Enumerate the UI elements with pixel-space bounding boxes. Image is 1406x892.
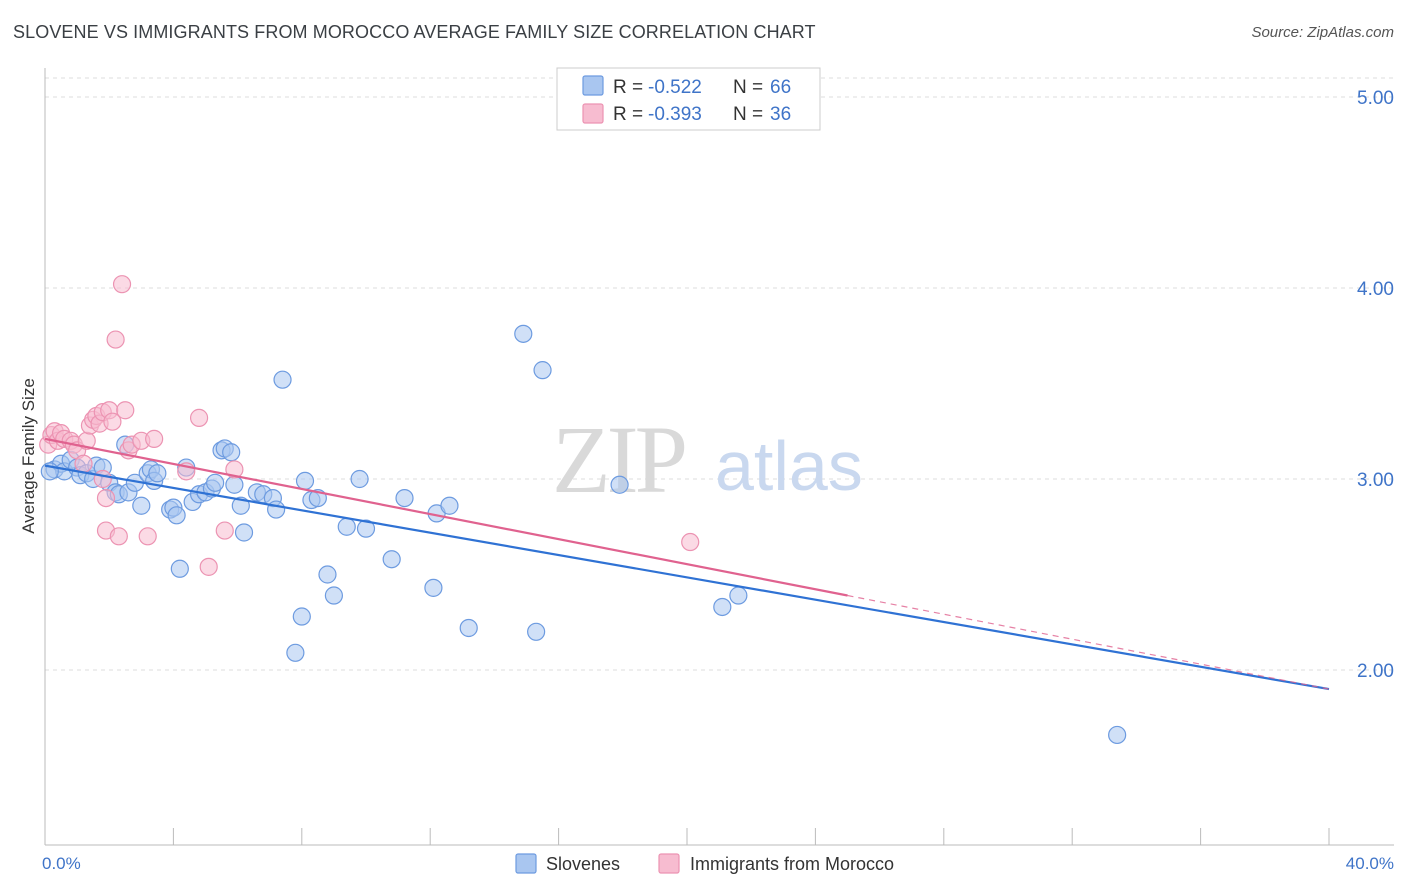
y-tick-label-1: 4.00 — [1357, 279, 1394, 300]
point-slovenes-63 — [729, 586, 748, 605]
point-slovenes-48 — [324, 586, 343, 605]
point-morocco-35 — [681, 532, 700, 552]
point-slovenes-16 — [132, 496, 151, 515]
point-morocco-22 — [109, 527, 128, 546]
watermark: ZIP atlas — [552, 406, 863, 513]
point-slovenes-44 — [295, 471, 315, 491]
bottom-legend-label-slovenes: Slovenes — [546, 854, 620, 874]
chart-source: Source: ZipAtlas.com — [1251, 24, 1394, 41]
x-tick-label-0: 0.0% — [42, 854, 81, 873]
trend-line-slovenes — [44, 464, 1330, 691]
point-slovenes-56 — [440, 496, 459, 515]
trend-layer — [44, 437, 1330, 691]
point-slovenes-52 — [382, 550, 401, 569]
legend-swatch-morocco — [582, 103, 604, 124]
point-slovenes-20 — [148, 464, 167, 483]
point-morocco-29 — [145, 429, 164, 448]
point-morocco-21 — [106, 330, 125, 349]
point-slovenes-42 — [286, 643, 305, 662]
point-slovenes-33 — [222, 443, 241, 462]
point-slovenes-41 — [273, 370, 292, 389]
point-morocco-9 — [74, 454, 93, 473]
point-morocco-33 — [215, 521, 234, 540]
point-slovenes-54 — [424, 578, 443, 597]
trend-line-morocco-extension — [847, 594, 1330, 690]
point-slovenes-30 — [206, 473, 225, 492]
y-axis-title: Average Family Size — [19, 378, 38, 534]
chart-title: SLOVENE VS IMMIGRANTS FROM MOROCCO AVERA… — [13, 22, 816, 42]
point-slovenes-23 — [167, 506, 186, 525]
bottom-legend-swatch-morocco — [658, 853, 680, 874]
point-morocco-23 — [112, 275, 132, 294]
watermark-atlas: atlas — [715, 427, 863, 505]
point-morocco-17 — [96, 489, 116, 508]
point-slovenes-59 — [527, 622, 546, 641]
point-slovenes-51 — [356, 519, 376, 538]
bottom-legend-swatch-slovenes — [515, 853, 537, 874]
grid-layer — [45, 77, 1394, 671]
point-slovenes-62 — [713, 597, 732, 617]
legend-row-slovenes: R = -0.522 N = 66 — [613, 77, 791, 98]
y-tick-label-2: 3.00 — [1357, 470, 1394, 491]
point-slovenes-50 — [350, 469, 369, 489]
y-tick-label-0: 5.00 — [1357, 88, 1394, 109]
point-morocco-15 — [93, 469, 112, 489]
point-morocco-20 — [103, 412, 122, 431]
point-slovenes-53 — [395, 489, 414, 508]
point-morocco-31 — [189, 408, 209, 427]
x-tick-label-1: 40.0% — [1346, 854, 1394, 873]
point-slovenes-64 — [1108, 725, 1127, 745]
trend-line-morocco — [44, 437, 848, 597]
watermark-zip: ZIP — [552, 406, 685, 513]
legend-row-morocco: R = -0.393 N = 36 — [613, 104, 791, 125]
bottom-legend: Slovenes Immigrants from Morocco — [515, 853, 894, 874]
point-morocco-28 — [138, 527, 157, 546]
point-morocco-24 — [116, 401, 135, 420]
point-slovenes-24 — [170, 559, 189, 578]
legend-swatch-slovenes — [582, 75, 604, 96]
point-morocco-32 — [199, 557, 218, 576]
point-slovenes-36 — [234, 523, 254, 542]
point-slovenes-61 — [610, 475, 629, 494]
point-slovenes-40 — [267, 500, 286, 519]
point-slovenes-49 — [337, 517, 356, 536]
x-tick-labels: 0.0% 40.0% — [42, 854, 1394, 873]
point-slovenes-60 — [533, 361, 552, 380]
axes-layer — [44, 68, 1394, 846]
point-slovenes-43 — [292, 607, 311, 626]
point-slovenes-57 — [459, 618, 478, 638]
point-morocco-34 — [225, 460, 244, 479]
bottom-legend-label-morocco: Immigrants from Morocco — [690, 854, 894, 874]
y-tick-label-3: 2.00 — [1357, 661, 1394, 682]
top-legend: R = -0.522 N = 66 R = -0.393 N = 36 — [556, 67, 821, 131]
point-slovenes-47 — [318, 565, 337, 584]
point-slovenes-34 — [225, 475, 244, 494]
y-tick-labels: 5.00 4.00 3.00 2.00 — [1357, 88, 1394, 682]
point-slovenes-58 — [514, 324, 533, 343]
